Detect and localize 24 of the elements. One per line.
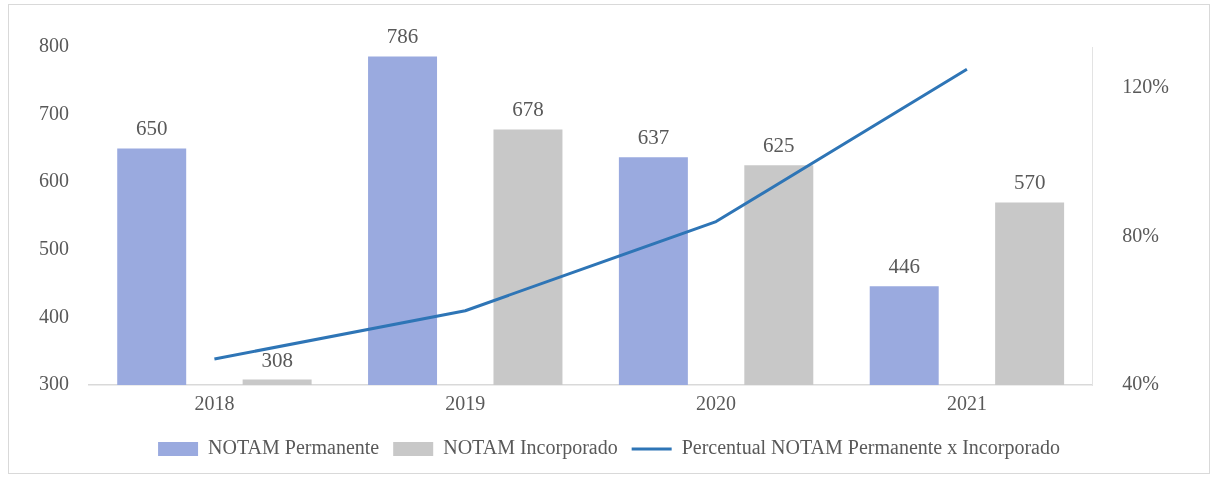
y-tick-label: 300	[39, 372, 69, 395]
data-label: 650	[135, 116, 168, 141]
data-label: 625	[763, 133, 795, 158]
data-label: 308	[261, 347, 293, 372]
y-tick-label: 600	[39, 169, 69, 192]
x-tick-label: 2021	[946, 392, 987, 415]
y-tick-label: 700	[39, 101, 69, 124]
data-label: 446	[888, 254, 920, 279]
x-tick-label: 2019	[445, 392, 486, 415]
legend-label: Percentual NOTAM Permanente x Incorporado	[681, 436, 1060, 460]
y-tick-label: 800	[39, 34, 69, 57]
x-tick-label: 2018	[194, 392, 235, 415]
data-label: 678	[512, 97, 544, 122]
data-label: 637	[637, 125, 670, 150]
legend-label: NOTAM Incorporado	[443, 436, 618, 460]
x-tick-label: 2020	[696, 392, 737, 415]
legend-label: NOTAM Permanente	[208, 436, 380, 459]
data-label: 570	[1013, 170, 1046, 195]
y-tick-label: 400	[39, 304, 69, 327]
y2-tick-label: 120%	[1122, 75, 1170, 98]
y2-tick-label: 40%	[1122, 372, 1160, 395]
data-label: 786	[386, 24, 419, 49]
y-tick-label: 500	[39, 237, 69, 260]
y2-tick-label: 80%	[1122, 223, 1160, 246]
